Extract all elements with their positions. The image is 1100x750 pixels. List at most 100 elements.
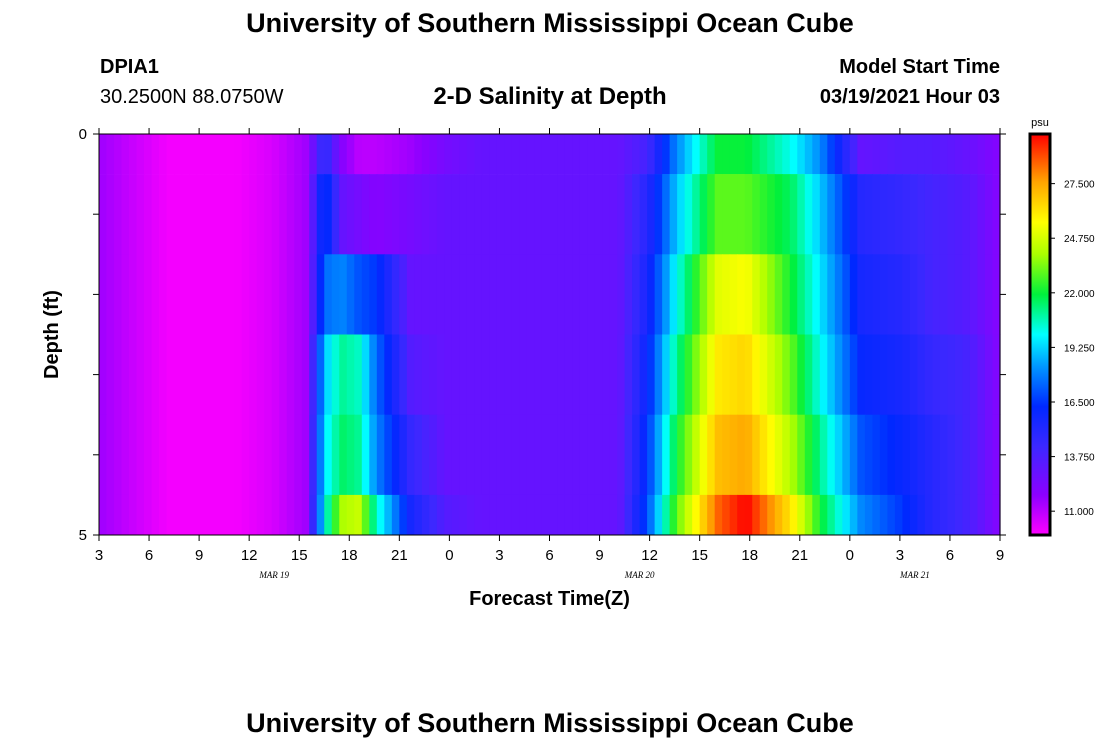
heat-cell (827, 334, 836, 415)
heat-cell (99, 334, 108, 415)
colorbar-unit: psu (1031, 117, 1049, 129)
heat-cell (271, 494, 280, 536)
heat-cell (496, 134, 506, 175)
heat-cell (121, 134, 130, 175)
heat-cell (932, 134, 941, 175)
heat-cell (857, 254, 866, 335)
heat-cell (722, 334, 731, 415)
heat-cell (481, 414, 491, 496)
heat-cell (557, 254, 566, 335)
heat-cell (279, 174, 288, 255)
heat-cell (669, 254, 678, 335)
heat-cell (677, 134, 686, 175)
heat-cell (541, 414, 551, 496)
heat-cell (602, 254, 611, 335)
heat-cell (939, 134, 949, 175)
x-tick-label: 15 (291, 547, 308, 564)
heat-cell (714, 334, 723, 415)
heat-cell (549, 134, 558, 175)
heat-cell (707, 494, 716, 536)
model-start-label: Model Start Time (839, 56, 1000, 78)
heat-cell (234, 334, 243, 415)
heat-cell (797, 174, 806, 255)
heat-cell (414, 494, 423, 536)
heat-cell (572, 414, 581, 496)
heat-cell (879, 414, 888, 496)
heat-cell (662, 414, 671, 496)
heat-cell (316, 494, 325, 536)
heat-cell (609, 414, 618, 496)
heat-cell (511, 174, 521, 255)
heat-cell (414, 254, 423, 335)
heat-cell (624, 174, 633, 255)
heat-cell (504, 174, 513, 255)
heat-cell (444, 134, 453, 175)
heat-cell (406, 134, 415, 175)
heat-cell (234, 414, 243, 496)
x-tick-label: 3 (95, 547, 103, 564)
heat-cell (256, 254, 265, 335)
heat-cell (579, 254, 588, 335)
x-tick-label: 0 (445, 547, 453, 564)
heat-cell (174, 494, 183, 536)
heat-cell (842, 254, 851, 335)
heat-cell (722, 134, 731, 175)
heat-cell (421, 494, 430, 536)
heat-cell (864, 134, 873, 175)
heat-cell (654, 414, 663, 496)
heat-cell (947, 494, 956, 536)
heat-cell (339, 174, 348, 255)
heat-cell (782, 414, 791, 496)
heat-cell (496, 494, 506, 536)
footer-title: University of Southern Mississippi Ocean… (246, 708, 854, 738)
heat-cell (797, 254, 806, 335)
heat-cell (106, 414, 115, 496)
heat-cell (579, 414, 588, 496)
heat-cell (692, 334, 701, 415)
heat-cell (752, 334, 761, 415)
heat-cell (647, 254, 656, 335)
heat-cell (324, 414, 333, 496)
station-coordinates: 30.2500N 88.0750W (100, 86, 284, 108)
heat-cell (954, 134, 964, 175)
heat-cell (992, 254, 1001, 335)
heat-cell (669, 134, 678, 175)
heat-cell (827, 254, 836, 335)
heat-cell (774, 254, 783, 335)
heat-cell (677, 334, 686, 415)
heat-cell (534, 174, 543, 255)
heat-cell (879, 174, 888, 255)
heat-cell (436, 494, 445, 536)
heat-cell (294, 334, 303, 415)
heat-cell (249, 134, 258, 175)
heat-cell (354, 494, 363, 536)
heat-cell (579, 334, 588, 415)
heat-cell (947, 414, 956, 496)
heat-cell (617, 254, 626, 335)
heat-cell (812, 334, 821, 415)
heat-cell (174, 134, 183, 175)
heat-cell (541, 334, 551, 415)
heat-cell (699, 134, 708, 175)
heat-cell (159, 414, 168, 496)
heat-cell (241, 494, 250, 536)
heat-cell (474, 414, 483, 496)
heat-cell (241, 134, 250, 175)
heat-cell (264, 494, 273, 536)
heat-cell (827, 134, 836, 175)
heat-cell (759, 254, 768, 335)
heat-cell (279, 254, 288, 335)
heat-cell (106, 134, 115, 175)
heat-cell (812, 494, 821, 536)
heat-cell (211, 254, 220, 335)
heat-cell (684, 134, 693, 175)
heat-cell (842, 414, 851, 496)
heat-cell (969, 334, 979, 415)
heat-cell (962, 174, 971, 255)
heat-cell (864, 494, 873, 536)
heat-cell (774, 174, 783, 255)
heat-cell (984, 414, 994, 496)
heat-cell (879, 494, 888, 536)
heat-cell (834, 494, 843, 536)
